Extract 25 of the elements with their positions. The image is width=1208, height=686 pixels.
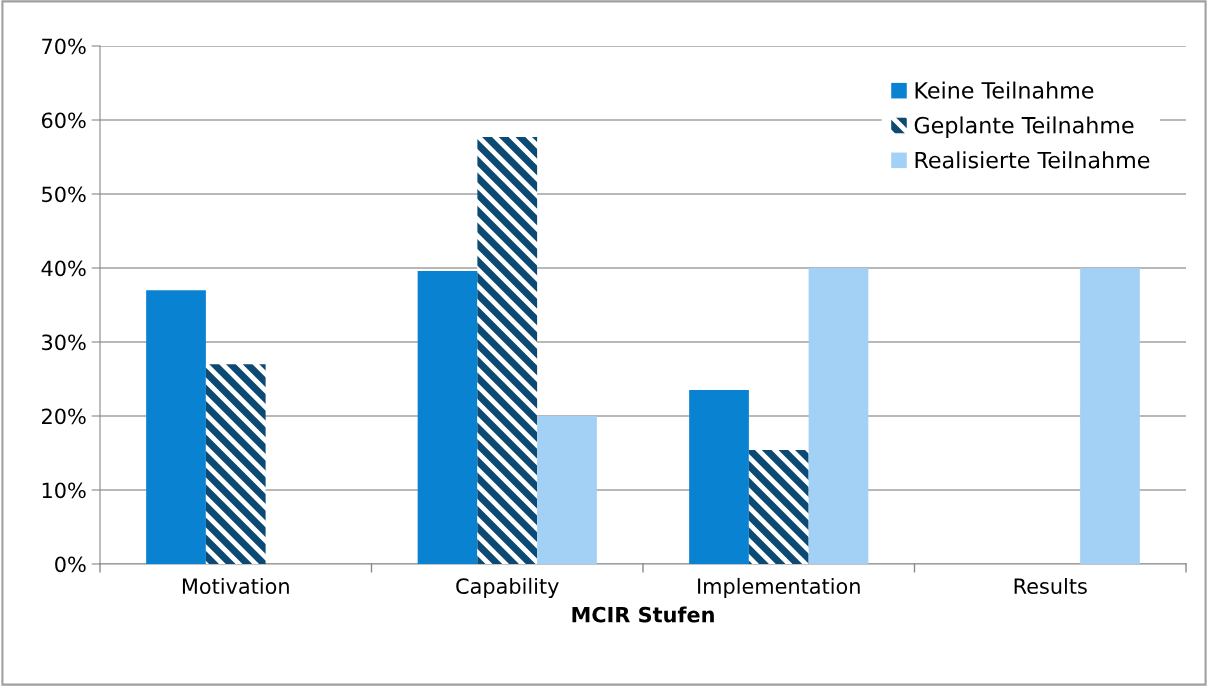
y-tick-label: 40% [41,260,86,277]
bar [205,364,266,564]
bar [417,270,478,564]
bar [1080,268,1140,564]
y-tick-label: 70% [42,38,86,55]
bar [477,137,538,564]
bar [689,390,749,564]
x-axis-title: MCIR Stufen [572,606,714,623]
legend-label: Keine Teilnahme [915,81,1094,99]
y-tick-label: 50% [42,186,86,203]
x-tick-label: Results [1014,577,1087,595]
legend-label: Realisierte Teilnahme [915,151,1150,169]
bar [748,450,809,564]
bar [146,290,206,564]
x-tick-label: Implementation [698,577,860,599]
x-tick-label: Motivation [182,577,289,595]
y-tick-label: 20% [42,408,86,425]
y-tick-label: 10% [42,482,86,499]
y-tick-label: 60% [41,112,86,129]
bar [537,416,597,564]
x-tick-label: Capability [456,577,559,599]
legend-label: Geplante Teilnahme [914,116,1134,138]
y-tick-label: 0% [55,556,86,573]
y-tick-label: 30% [42,334,86,351]
bar [808,268,869,564]
